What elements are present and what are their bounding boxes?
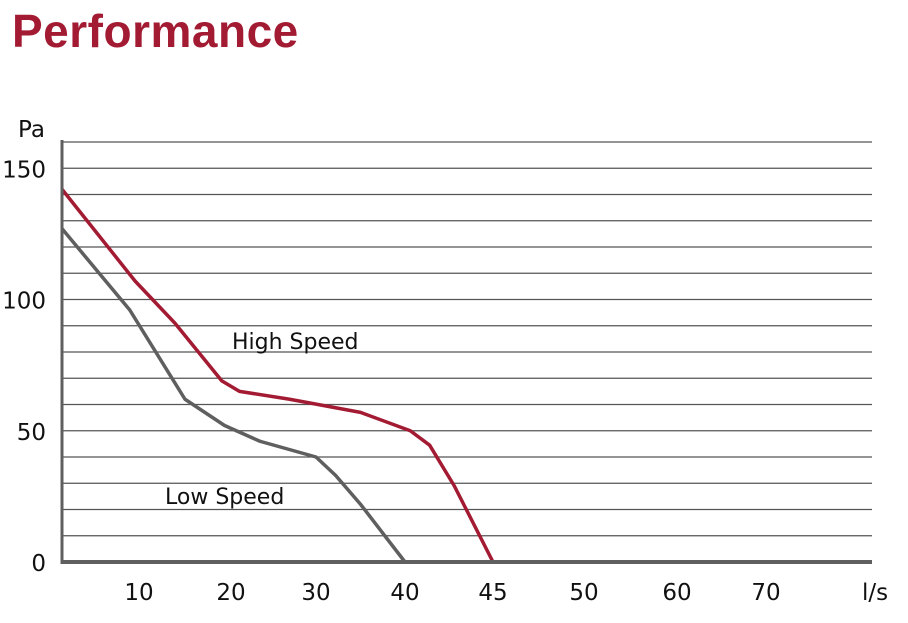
series-line-high-speed (60, 188, 495, 563)
x-tick-label: 30 (301, 580, 330, 606)
y-axis-label: Pa (18, 117, 45, 143)
x-tick-label: 40 (390, 580, 419, 606)
x-tick-label: 10 (124, 580, 153, 606)
y-tick-label: 100 (2, 289, 46, 315)
series-line-low-speed (60, 227, 407, 564)
x-tick-label: 50 (569, 580, 598, 606)
series-label-low-speed: Low Speed (165, 485, 284, 510)
x-tick-label: 45 (478, 580, 507, 606)
x-tick-label: 20 (216, 580, 245, 606)
series-label-high-speed: High Speed (232, 330, 359, 355)
y-tick-label: 150 (2, 157, 46, 183)
x-tick-label: 60 (662, 580, 691, 606)
x-tick-label: 70 (751, 580, 780, 606)
chart-title: Performance (12, 5, 299, 57)
y-tick-label: 50 (17, 420, 46, 446)
x-axis-label: l/s (862, 580, 888, 606)
y-tick-label: 0 (31, 551, 46, 577)
